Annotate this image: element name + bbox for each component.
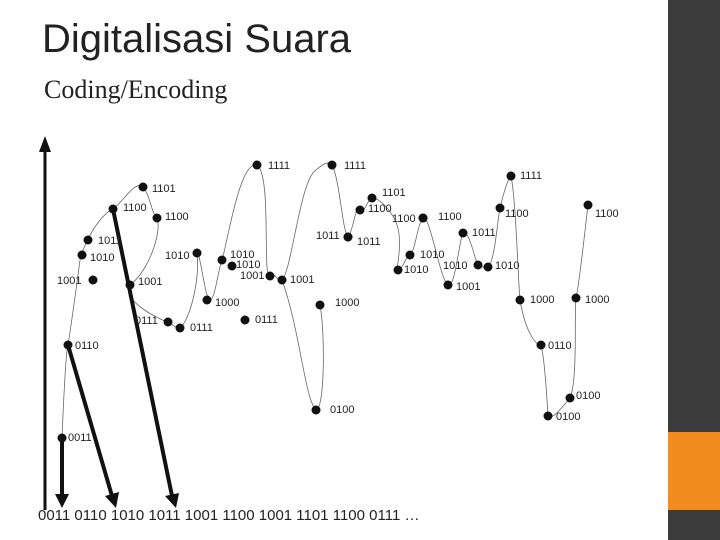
code-label: 1100: [505, 208, 529, 220]
arrow-line: [66, 344, 114, 497]
code-label: 0110: [548, 340, 572, 352]
code-label: 1001: [240, 270, 264, 282]
arrow-head: [105, 492, 119, 508]
code-label: 1010: [165, 250, 189, 262]
code-label: 1111: [344, 160, 366, 172]
code-label: 1000: [335, 297, 359, 309]
code-label: 1011: [316, 230, 340, 242]
arrows: [60, 208, 174, 497]
signal-curve-part: [281, 279, 324, 411]
sample-dot: [367, 193, 377, 203]
code-label: 1011: [98, 235, 122, 247]
code-label: 0011: [68, 432, 92, 444]
sample-dot: [495, 203, 505, 213]
sample-dot: [63, 340, 73, 350]
sample-dot: [506, 171, 516, 181]
sample-dot: [77, 250, 87, 260]
code-label: 1010: [404, 264, 428, 276]
title: Digitalisasi Suara: [42, 17, 352, 61]
sample-dot: [240, 315, 250, 325]
sample-dot: [405, 250, 415, 260]
code-label: 1011: [472, 227, 496, 239]
code-label: 0111: [135, 315, 158, 327]
code-label: 1000: [530, 294, 554, 306]
code-label: 1010: [90, 252, 114, 264]
code-label: 1100: [165, 211, 189, 223]
code-label: 0100: [576, 390, 600, 402]
axis-arrow: [39, 136, 51, 152]
code-label: 1100: [368, 203, 392, 215]
code-label: 1111: [520, 170, 542, 182]
sample-dot: [571, 293, 581, 303]
arrow-head: [165, 493, 179, 508]
sample-dot: [202, 295, 212, 305]
sample-dot: [543, 411, 553, 421]
code-label: 0100: [556, 411, 580, 423]
code-label: 1010: [443, 260, 467, 272]
code-label: 1001: [138, 276, 162, 288]
code-label: 1011: [357, 236, 381, 248]
arrow-heads: [55, 492, 179, 508]
sample-dot: [88, 275, 98, 285]
code-label: 1001: [456, 281, 480, 293]
sample-dot: [152, 213, 162, 223]
sample-dot: [83, 235, 93, 245]
sample-dot: [192, 248, 202, 258]
code-label: 1100: [595, 208, 619, 220]
sample-dot: [315, 300, 325, 310]
sample-dot: [483, 262, 493, 272]
code-label: 1000: [215, 297, 239, 309]
sample-dot: [163, 317, 173, 327]
code-label: 1010: [420, 249, 444, 261]
sample-dot: [565, 393, 575, 403]
code-sequence: 0011 0110 1010 1011 1001 1100 1001 1101 …: [38, 507, 419, 524]
sample-dot: [343, 232, 353, 242]
sample-dot: [57, 433, 67, 443]
sample-dot: [265, 271, 275, 281]
sample-dot: [277, 275, 287, 285]
sample-points: 0011011010011010101111001101110010101001…: [57, 160, 619, 444]
sample-dot: [583, 200, 593, 210]
code-label: 1000: [585, 294, 609, 306]
code-label: 1010: [230, 249, 254, 261]
sample-dot: [536, 340, 546, 350]
code-label: 1100: [438, 211, 462, 223]
sample-dot: [125, 280, 135, 290]
code-label: 1101: [152, 183, 176, 195]
code-label: 0110: [75, 340, 99, 352]
subtitle: Coding/Encoding: [44, 75, 227, 104]
sample-dot: [458, 228, 468, 238]
code-label: 0111: [190, 322, 213, 334]
code-label: 1100: [392, 213, 416, 225]
code-label: 1100: [123, 202, 147, 214]
code-label: 1111: [268, 160, 290, 172]
code-label: 1001: [57, 275, 81, 287]
sample-dot: [175, 323, 185, 333]
code-label: 0111: [255, 314, 278, 326]
sample-dot: [515, 295, 525, 305]
sidebar-accent: [668, 432, 720, 510]
sample-dot: [355, 205, 365, 215]
sample-dot: [227, 261, 237, 271]
arrow-head: [55, 494, 69, 508]
code-label: 1010: [236, 259, 260, 271]
sample-dot: [327, 160, 337, 170]
sample-dot: [443, 280, 453, 290]
arrow-line: [111, 208, 174, 497]
sample-dot: [252, 160, 262, 170]
code-label: 0100: [330, 404, 354, 416]
sample-dot: [217, 255, 227, 265]
sample-dot: [418, 213, 428, 223]
sample-dot: [108, 204, 118, 214]
code-label: 1010: [495, 260, 519, 272]
sample-dot: [138, 182, 148, 192]
code-label: 1101: [382, 187, 406, 199]
sample-dot: [473, 260, 483, 270]
sample-dot: [311, 405, 321, 415]
sample-dot: [393, 265, 403, 275]
code-label: 1001: [290, 274, 314, 286]
